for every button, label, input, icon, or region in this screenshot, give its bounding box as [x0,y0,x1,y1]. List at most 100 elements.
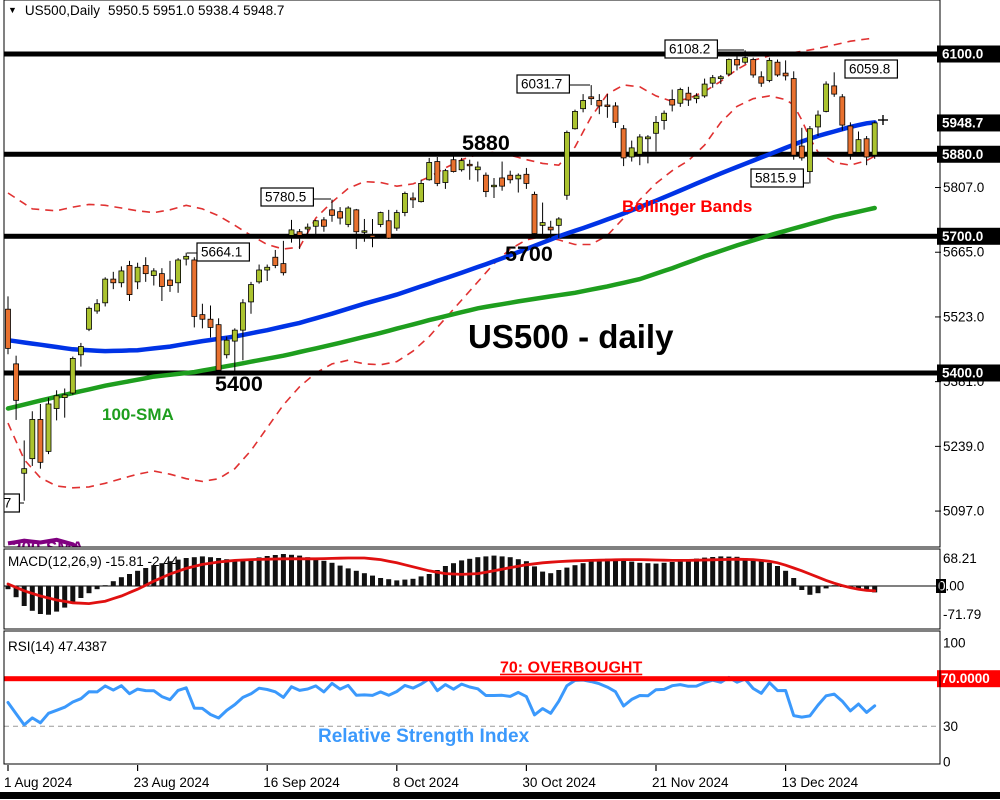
candle-body [782,72,789,77]
macd-histogram-bar [580,563,586,586]
candle-body [13,363,20,401]
annotation-box [260,187,315,207]
macd-histogram-bar [426,574,432,586]
candle-body [175,259,182,284]
macd-histogram-bar [661,562,667,586]
rsi-70-line [4,676,940,682]
level-axis-label-bg [937,45,1000,63]
macd-histogram-bar [410,578,416,586]
candle-body [207,318,214,328]
symbol-dropdown-icon[interactable]: ▼ [8,5,17,15]
chart-title: ▼ US500,Daily 5950.5 5951.0 5938.4 5948.… [8,3,284,18]
rsi-tick-label: 0 [943,755,951,770]
candle-body [628,147,635,158]
current-price-label: 5948.7 [942,115,983,130]
macd-histogram-bar [540,571,546,586]
macd-histogram-bar [110,581,116,586]
macd-histogram-bar [216,558,222,586]
macd-tick-label: 0.00 [938,579,964,594]
macd-histogram-bar [799,586,805,590]
candle-body [685,92,692,101]
rsi-70-label-bg [937,670,1000,688]
macd-histogram-bar [872,586,878,593]
macd-histogram-bar [280,554,286,586]
candle-body [393,212,400,229]
macd-histogram-bar [305,557,311,586]
macd-histogram-bar [321,560,327,586]
macd-histogram-bar [766,562,772,586]
candle-body [726,59,732,75]
macd-histogram-bar [102,585,108,587]
annotation-label: 6031.7 [521,77,562,92]
macd-histogram-bar [694,558,699,586]
panel-frames [3,0,941,765]
macd-histogram-bar [596,560,602,586]
macd-histogram-bar [807,586,813,595]
candle-body [150,270,157,276]
macd-histogram-bar [775,566,780,586]
candle-body [831,85,838,95]
macd-histogram-bar [151,565,157,586]
macd-histogram-bar [613,559,618,586]
candle-body [304,226,311,230]
candle-body [69,358,76,394]
macd-histogram-bar [637,562,643,586]
candle-body [223,339,230,356]
caption-5700: 5700 [505,242,553,266]
caption-100-sma: 100-SMA [102,405,174,424]
macd-histogram-bar [337,565,343,586]
candle-body [434,161,441,184]
rsi-70-label: 70.0000 [941,671,990,686]
macd-histogram-bar [434,570,440,586]
macd-histogram-bar [499,556,505,586]
candle-body [564,131,570,196]
date-axis: 1 Aug 2024 23 Aug 2024 16 Sep 2024 8 Oct 20… [4,765,859,790]
macd-histogram-bar [272,555,278,586]
candle-body [134,266,141,283]
level-axis-label: 5880.0 [942,147,983,162]
macd-histogram-bar [523,561,529,586]
macd-histogram-bar [418,576,424,586]
macd-tick-label: 68.21 [943,551,977,566]
candle-body [766,59,773,81]
price-tick-label: 5523.0 [943,309,984,324]
annotation-label: 6059.8 [849,62,890,77]
macd-histogram-bar [240,559,246,586]
price-tick-label: 5807.0 [943,180,984,195]
rsi-tick-label: 100 [943,636,966,651]
annotation-label: 6108.2 [669,42,710,57]
price-tick-label: 5665.0 [943,245,984,260]
candle-body [709,77,716,84]
price-tick-label: 5097.0 [943,504,984,519]
candle-body [580,100,586,110]
candle-body [515,174,522,180]
macd-histogram-bar [46,586,51,615]
candle-body [231,329,238,342]
macd-histogram-bar [62,586,68,608]
rsi-panel: RSI(14) 47.4387 70: OVERBOUGHT Relative St… [4,639,940,747]
candle-body [167,279,173,286]
level-axis-label-bg [937,364,1000,382]
candle-body [37,419,44,463]
candle-body [312,220,319,227]
macd-histogram-bar [831,585,837,587]
level-axis-label-bg [937,227,1000,245]
candle-body [345,207,352,225]
candle-body [280,263,287,274]
macd-histogram-bar [208,557,213,586]
annotation-label: 5119.7 [0,496,11,511]
candle-body [337,211,344,219]
macd-histogram-bar [313,558,319,586]
date-tick-label: 21 Nov 2024 [652,775,729,790]
rsi-tick-label: 30 [943,719,958,734]
horizontal-level-line [4,151,940,157]
level-axis-label: 5400.0 [942,365,983,380]
macd-histogram-bar [118,577,124,586]
macd-histogram-bar [823,586,829,589]
date-tick-label: 23 Aug 2024 [134,775,210,790]
macd-signal-line [6,556,877,606]
macd-histogram-bar [37,586,43,614]
candle-body [653,121,659,134]
